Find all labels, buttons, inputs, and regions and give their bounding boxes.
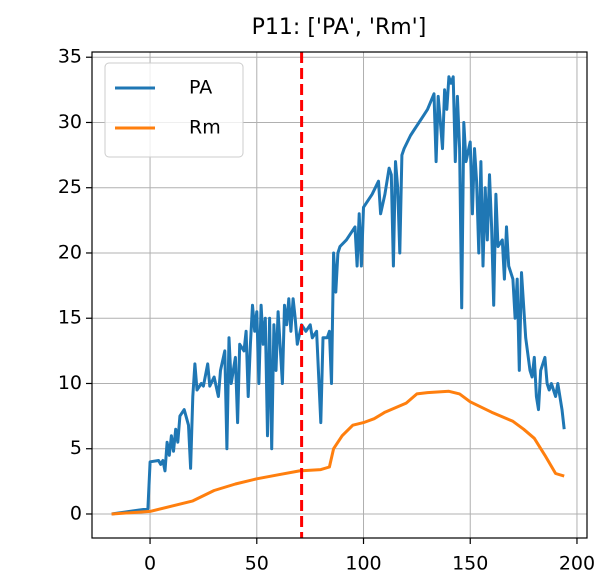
x-tick-label: 0 xyxy=(144,553,156,575)
x-tick-label: 200 xyxy=(559,553,595,575)
y-tick-label: 25 xyxy=(58,176,82,198)
data-line xyxy=(111,75,566,516)
y-tick-label: 5 xyxy=(70,437,82,459)
legend-label: PA xyxy=(189,77,212,99)
y-tick-label: 15 xyxy=(58,307,82,329)
legend-label: Rm xyxy=(189,117,221,139)
plot-frame xyxy=(91,51,588,539)
y-tick-label: 20 xyxy=(58,241,82,263)
x-tick-label: 50 xyxy=(245,553,269,575)
y-tick-label: 30 xyxy=(58,111,82,133)
x-tick-label: 150 xyxy=(452,553,488,575)
legend-box xyxy=(104,62,244,158)
y-tick-label: 35 xyxy=(58,46,82,68)
chart-title: P11: ['PA', 'Rm'] xyxy=(252,15,427,40)
x-tick-label: 100 xyxy=(345,553,381,575)
data-line xyxy=(111,389,565,516)
y-tick-label: 10 xyxy=(58,372,82,394)
y-tick-label: 0 xyxy=(70,502,82,524)
